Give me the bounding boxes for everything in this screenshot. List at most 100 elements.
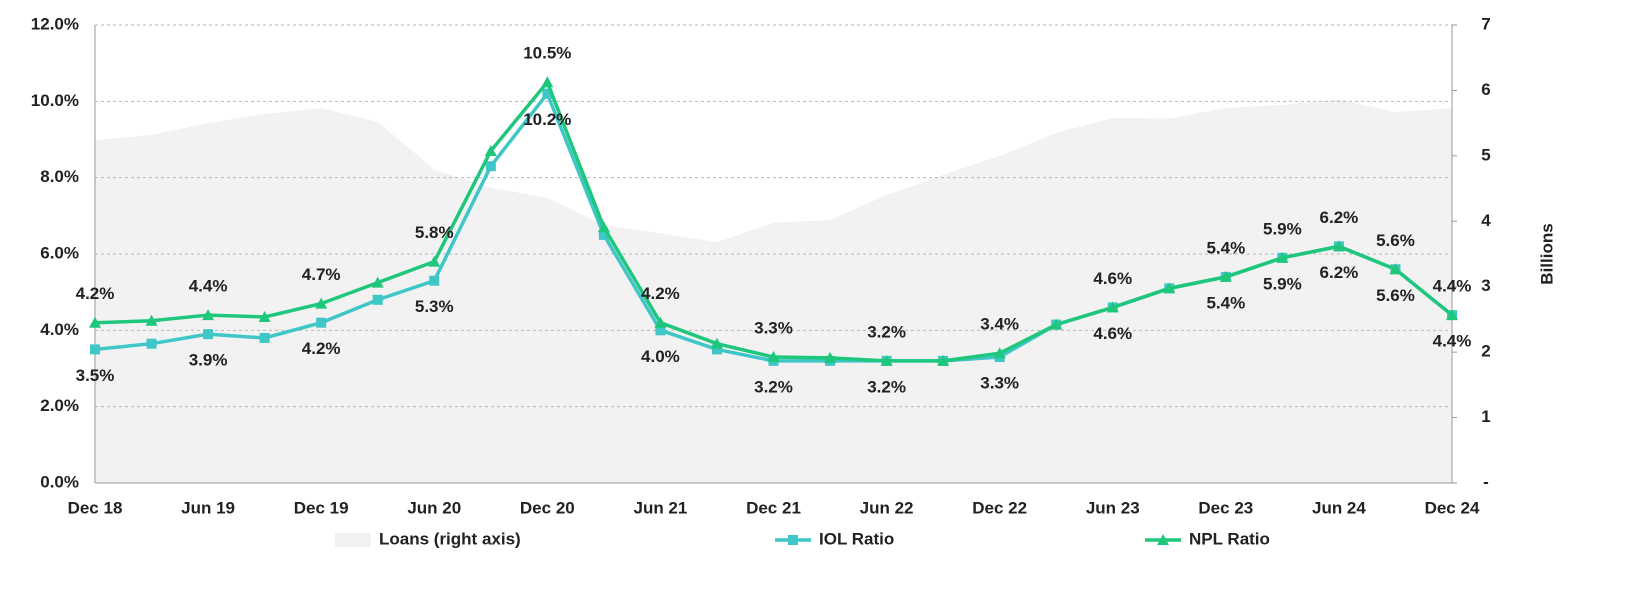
data-label: 4.6% bbox=[1093, 269, 1132, 288]
data-label: 3.4% bbox=[980, 315, 1019, 334]
marker bbox=[315, 297, 328, 309]
data-label: 4.4% bbox=[1433, 277, 1472, 296]
marker bbox=[824, 351, 837, 363]
x-tick-label: Dec 21 bbox=[746, 498, 801, 517]
marker bbox=[937, 354, 950, 366]
marker bbox=[428, 255, 441, 267]
marker bbox=[1332, 240, 1345, 252]
x-tick-label: Jun 24 bbox=[1312, 498, 1366, 517]
y2-tick-label: 7 bbox=[1481, 14, 1490, 33]
legend-label: IOL Ratio bbox=[819, 529, 894, 548]
marker bbox=[202, 309, 215, 321]
data-label: 3.3% bbox=[754, 319, 793, 338]
marker bbox=[1219, 270, 1232, 282]
marker bbox=[145, 314, 158, 326]
data-label: 4.2% bbox=[641, 284, 680, 303]
y2-axis-label: Billions bbox=[1537, 223, 1556, 284]
data-label: 3.9% bbox=[189, 351, 228, 370]
marker bbox=[1050, 318, 1063, 330]
marker bbox=[598, 229, 609, 240]
marker bbox=[146, 338, 157, 349]
marker bbox=[484, 144, 497, 156]
data-label: 3.2% bbox=[867, 377, 906, 396]
marker bbox=[993, 347, 1006, 359]
marker bbox=[90, 344, 100, 355]
x-tick-label: Dec 20 bbox=[520, 498, 575, 517]
marker bbox=[1163, 282, 1176, 294]
marker bbox=[316, 317, 327, 328]
legend-label: Loans (right axis) bbox=[379, 529, 521, 548]
marker bbox=[203, 329, 214, 340]
data-label: 4.0% bbox=[641, 347, 680, 366]
x-tick-label: Jun 20 bbox=[407, 498, 461, 517]
marker bbox=[429, 275, 440, 286]
marker bbox=[654, 316, 667, 328]
data-label: 4.7% bbox=[302, 265, 341, 284]
data-label: 5.8% bbox=[415, 223, 454, 242]
x-tick-label: Dec 19 bbox=[294, 498, 349, 517]
data-label: 6.2% bbox=[1320, 208, 1359, 227]
y-tick-label: 8.0% bbox=[40, 167, 79, 186]
data-label: 5.9% bbox=[1263, 274, 1302, 293]
data-label: 10.2% bbox=[523, 110, 571, 129]
y2-tick-label: 5 bbox=[1481, 145, 1490, 164]
y2-tick-label: 1 bbox=[1481, 407, 1490, 426]
x-tick-label: Dec 18 bbox=[68, 498, 123, 517]
legend-marker bbox=[1157, 534, 1169, 545]
marker bbox=[258, 310, 271, 322]
y-tick-label: 12.0% bbox=[31, 14, 79, 33]
legend-swatch bbox=[335, 533, 371, 547]
marker bbox=[655, 325, 666, 336]
data-label: 5.6% bbox=[1376, 231, 1415, 250]
data-label: 5.3% bbox=[415, 297, 454, 316]
marker bbox=[259, 332, 270, 343]
data-label: 4.2% bbox=[76, 284, 115, 303]
data-label: 5.4% bbox=[1206, 238, 1245, 257]
marker bbox=[541, 76, 554, 88]
marker bbox=[1389, 263, 1402, 275]
data-label: 3.5% bbox=[76, 366, 115, 385]
data-label: 5.9% bbox=[1263, 219, 1302, 238]
x-tick-label: Dec 22 bbox=[972, 498, 1027, 517]
x-tick-label: Jun 21 bbox=[633, 498, 687, 517]
data-label: 3.2% bbox=[754, 377, 793, 396]
marker bbox=[597, 221, 610, 233]
data-label: 10.5% bbox=[523, 44, 571, 63]
legend-label: NPL Ratio bbox=[1189, 529, 1270, 548]
data-label: 5.6% bbox=[1376, 286, 1415, 305]
data-label: 4.2% bbox=[302, 339, 341, 358]
data-label: 5.4% bbox=[1206, 293, 1245, 312]
marker bbox=[89, 316, 101, 328]
legend-marker bbox=[788, 535, 798, 545]
y2-tick-label: 6 bbox=[1481, 80, 1490, 99]
y-tick-label: 4.0% bbox=[40, 320, 79, 339]
y2-tick-label: - bbox=[1483, 472, 1489, 491]
data-label: 4.4% bbox=[189, 277, 228, 296]
marker bbox=[485, 161, 496, 172]
marker bbox=[1276, 251, 1289, 263]
x-tick-label: Dec 24 bbox=[1425, 498, 1480, 517]
y2-tick-label: 4 bbox=[1481, 211, 1491, 230]
data-label: 3.3% bbox=[980, 374, 1019, 393]
marker bbox=[767, 351, 780, 363]
x-tick-label: Jun 22 bbox=[860, 498, 914, 517]
x-tick-label: Jun 23 bbox=[1086, 498, 1140, 517]
marker bbox=[1446, 309, 1458, 321]
data-label: 6.2% bbox=[1320, 263, 1359, 282]
y-tick-label: 0.0% bbox=[40, 472, 79, 491]
data-label: 3.2% bbox=[867, 322, 906, 341]
x-tick-label: Dec 23 bbox=[1198, 498, 1253, 517]
data-label: 4.4% bbox=[1433, 332, 1472, 351]
marker bbox=[711, 344, 722, 355]
area bbox=[95, 99, 1452, 484]
marker bbox=[880, 354, 893, 366]
y-tick-label: 6.0% bbox=[40, 243, 79, 262]
x-tick-label: Jun 19 bbox=[181, 498, 235, 517]
marker bbox=[710, 337, 723, 349]
y-tick-label: 2.0% bbox=[40, 396, 79, 415]
marker bbox=[372, 294, 383, 305]
marker bbox=[542, 88, 553, 99]
y-tick-label: 10.0% bbox=[31, 91, 79, 110]
marker bbox=[371, 276, 384, 288]
